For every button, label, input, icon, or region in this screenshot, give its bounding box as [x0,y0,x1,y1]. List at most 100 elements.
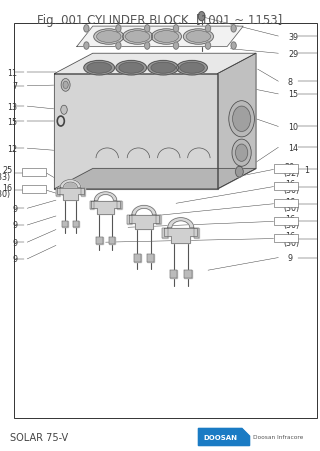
Circle shape [236,145,248,162]
Text: 14: 14 [288,143,298,152]
Text: 12: 12 [7,144,18,153]
Text: (33): (33) [0,172,11,181]
Ellipse shape [154,32,179,43]
Polygon shape [218,54,256,189]
Ellipse shape [119,63,143,74]
Text: SOLAR 75-V: SOLAR 75-V [10,433,68,442]
Circle shape [205,26,211,33]
Circle shape [232,140,251,167]
Circle shape [205,43,211,50]
Circle shape [145,43,150,50]
Text: 9: 9 [12,204,18,213]
Circle shape [231,43,236,50]
Polygon shape [156,216,161,225]
Ellipse shape [84,61,115,76]
Ellipse shape [123,30,153,45]
Text: 20: 20 [285,162,295,171]
Text: 9: 9 [12,255,18,264]
Text: 16: 16 [285,232,295,241]
Polygon shape [94,193,117,201]
Text: 9: 9 [12,238,18,247]
Circle shape [173,43,179,50]
Polygon shape [96,238,103,244]
Circle shape [229,101,254,138]
Text: (30): (30) [283,186,299,195]
Text: 16: 16 [285,179,295,189]
Text: 15: 15 [288,90,298,99]
Bar [274,235,298,243]
Ellipse shape [97,32,121,43]
Circle shape [198,13,205,22]
Circle shape [84,26,89,33]
Text: (30): (30) [0,189,11,198]
Circle shape [236,167,243,178]
Ellipse shape [94,30,124,45]
Circle shape [61,79,70,92]
Text: 25: 25 [2,166,12,175]
Polygon shape [170,271,177,278]
Polygon shape [127,216,132,225]
Polygon shape [108,238,115,244]
Polygon shape [134,255,141,262]
Bar [22,169,46,177]
Text: 9: 9 [288,253,293,262]
Polygon shape [62,221,68,228]
Polygon shape [81,188,85,196]
Polygon shape [54,54,256,74]
Bar [274,200,298,208]
Polygon shape [54,74,218,189]
Polygon shape [162,228,168,239]
Bar [274,165,298,173]
Ellipse shape [186,32,211,43]
Ellipse shape [125,32,150,43]
Circle shape [61,106,67,115]
Text: 9: 9 [12,221,18,230]
Text: (32): (32) [283,169,300,178]
Text: Fig. 001 CYLINDER BLOCK  [1001 ~ 1153]: Fig. 001 CYLINDER BLOCK [1001 ~ 1153] [37,14,283,27]
Circle shape [63,82,68,89]
Text: 29: 29 [288,50,298,59]
Text: 16: 16 [285,215,295,224]
Text: 1: 1 [304,166,309,175]
Text: 8: 8 [288,78,293,87]
Circle shape [116,26,121,33]
Text: 16: 16 [285,197,295,206]
Ellipse shape [87,63,111,74]
Text: 7: 7 [12,82,18,91]
Polygon shape [60,180,81,188]
Ellipse shape [183,30,213,45]
Circle shape [116,43,121,50]
Polygon shape [57,188,84,200]
Polygon shape [90,201,94,210]
Ellipse shape [151,30,181,45]
Polygon shape [164,228,197,244]
Circle shape [233,107,251,132]
Polygon shape [194,228,199,239]
Ellipse shape [116,61,147,76]
Polygon shape [73,221,79,228]
Polygon shape [184,271,192,278]
Text: (30): (30) [283,203,299,212]
Text: 15: 15 [7,117,18,126]
Text: DOOSAN: DOOSAN [203,434,237,440]
Ellipse shape [180,63,204,74]
Polygon shape [168,218,194,228]
Circle shape [145,26,150,33]
Polygon shape [56,188,60,196]
Text: 39: 39 [288,32,298,41]
Bar [274,217,298,226]
Ellipse shape [148,61,179,76]
Ellipse shape [177,61,207,76]
Polygon shape [77,27,243,47]
Polygon shape [198,428,250,446]
Text: 11: 11 [8,69,18,78]
Circle shape [84,43,89,50]
Text: (30): (30) [283,238,299,247]
Bar [22,186,46,194]
Polygon shape [129,216,159,230]
Ellipse shape [151,63,175,74]
Text: 10: 10 [288,123,298,132]
Text: 13: 13 [8,102,18,111]
Bar [14,24,317,419]
Circle shape [173,26,179,33]
